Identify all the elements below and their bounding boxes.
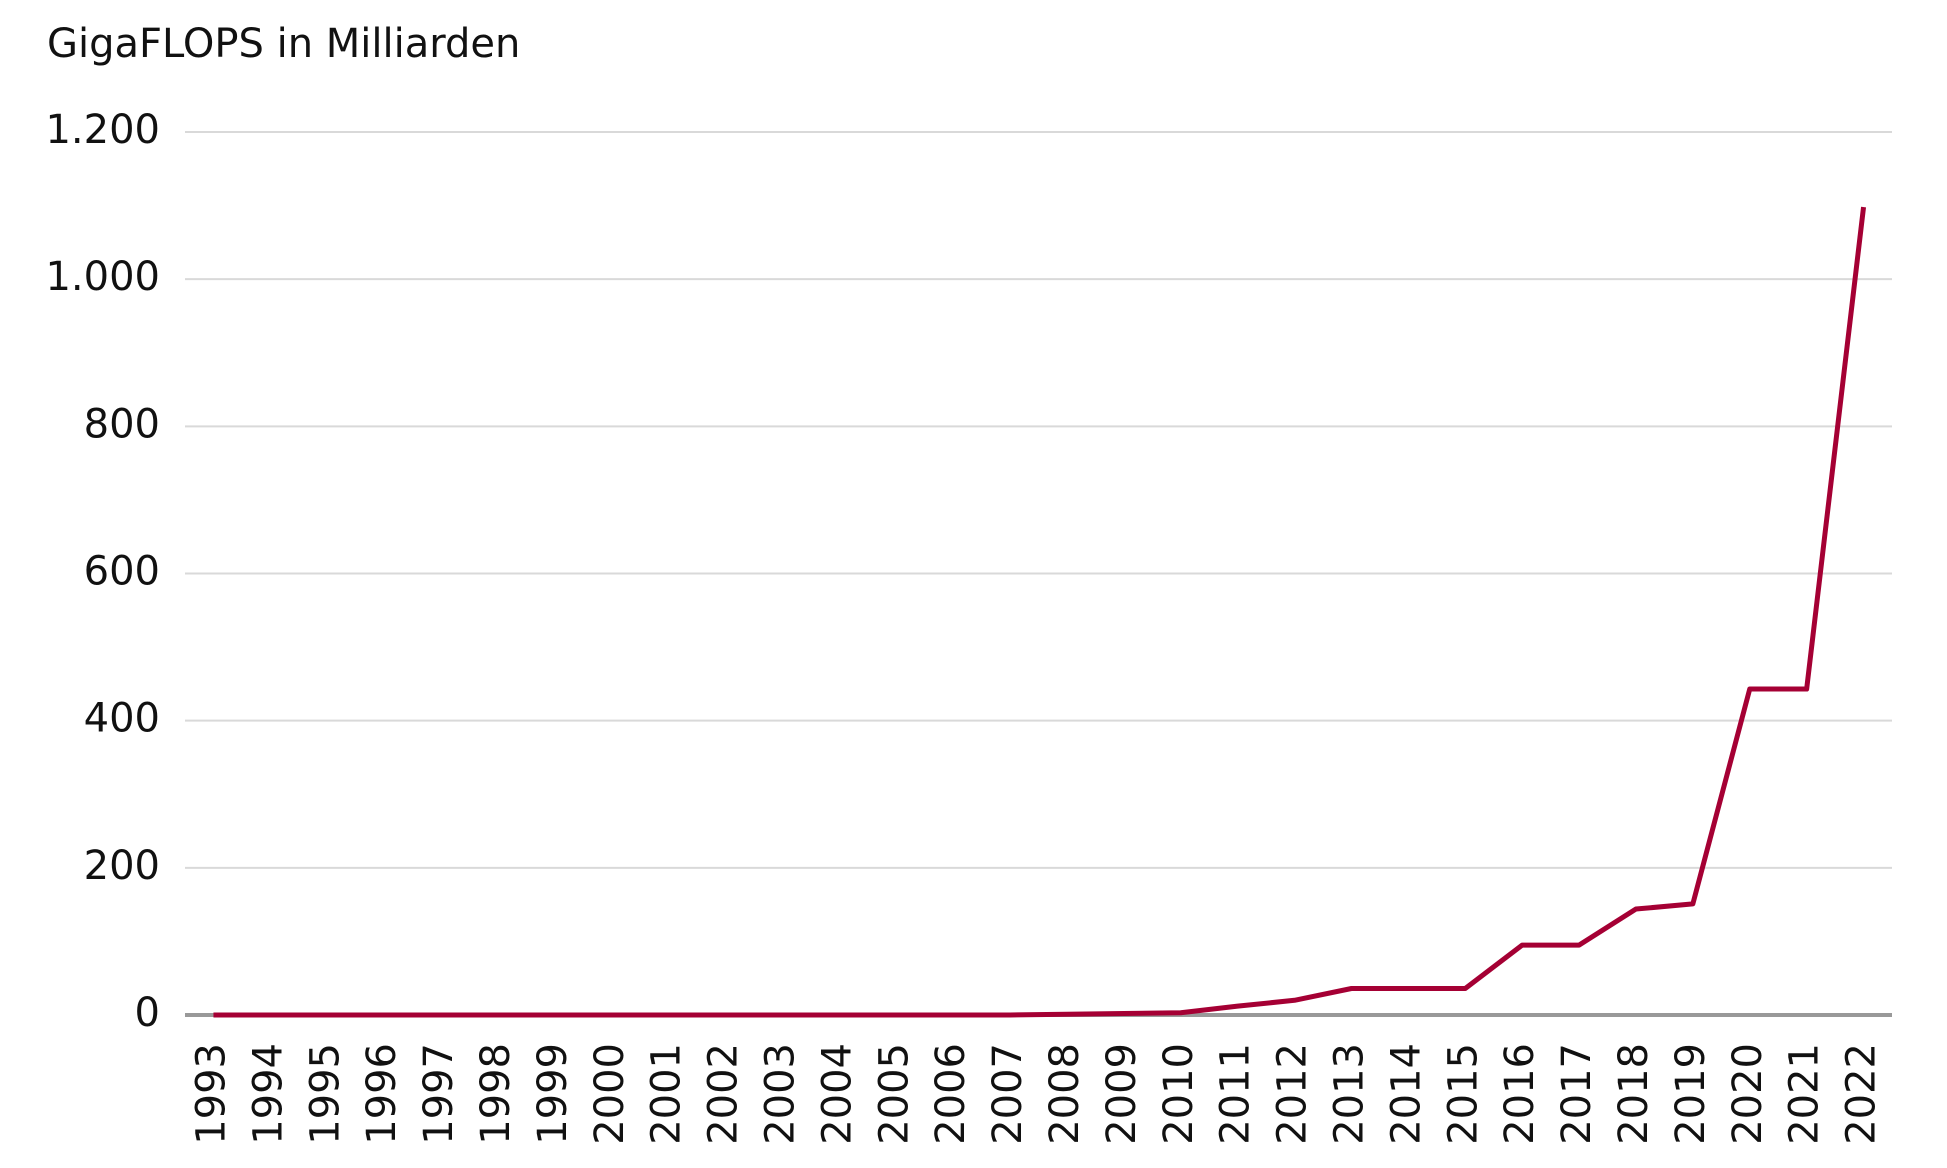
x-tick-label: 2012 xyxy=(1270,1043,1316,1145)
y-tick-label: 800 xyxy=(84,401,160,447)
y-tick-label: 0 xyxy=(135,990,160,1036)
x-tick-label: 2006 xyxy=(928,1043,974,1145)
y-tick-label: 1.000 xyxy=(45,254,160,300)
x-tick-label: 1998 xyxy=(473,1043,519,1145)
x-tick-label: 2022 xyxy=(1839,1043,1885,1145)
x-tick-label: 2008 xyxy=(1042,1043,1088,1145)
y-tick-label: 600 xyxy=(84,549,160,595)
x-tick-label: 1995 xyxy=(302,1043,348,1145)
x-tick-label: 2021 xyxy=(1782,1043,1828,1145)
x-tick-label: 2015 xyxy=(1440,1043,1486,1145)
x-tick-label: 2001 xyxy=(644,1043,690,1145)
y-tick-label: 1.200 xyxy=(45,107,160,153)
x-tick-label: 1999 xyxy=(530,1043,576,1145)
x-tick-label: 1993 xyxy=(188,1043,234,1145)
x-tick-label: 1994 xyxy=(245,1043,291,1145)
x-tick-label: 2019 xyxy=(1668,1043,1714,1145)
x-tick-label: 2003 xyxy=(757,1043,803,1145)
x-tick-label: 2016 xyxy=(1497,1043,1543,1145)
x-tick-label: 2005 xyxy=(871,1043,917,1145)
x-tick-label: 2010 xyxy=(1156,1043,1202,1145)
x-tick-label: 2002 xyxy=(701,1043,747,1145)
x-tick-label: 2017 xyxy=(1554,1043,1600,1145)
x-tick-label: 2007 xyxy=(985,1043,1031,1145)
x-tick-label: 2014 xyxy=(1383,1043,1429,1145)
x-tick-label: 2018 xyxy=(1611,1043,1657,1145)
x-tick-label: 2009 xyxy=(1099,1043,1145,1145)
x-tick-label: 2011 xyxy=(1213,1043,1259,1145)
y-tick-label: 400 xyxy=(84,696,160,742)
x-tick-label: 2004 xyxy=(814,1043,860,1145)
x-tick-label: 2013 xyxy=(1326,1043,1372,1145)
x-tick-label: 2000 xyxy=(587,1043,633,1145)
y-axis-label: GigaFLOPS in Milliarden xyxy=(47,21,520,67)
x-tick-label: 2020 xyxy=(1725,1043,1771,1145)
x-tick-label: 1997 xyxy=(416,1043,462,1145)
y-tick-label: 200 xyxy=(84,843,160,889)
line xyxy=(213,206,1867,1018)
x-tick-label: 1996 xyxy=(359,1043,405,1145)
